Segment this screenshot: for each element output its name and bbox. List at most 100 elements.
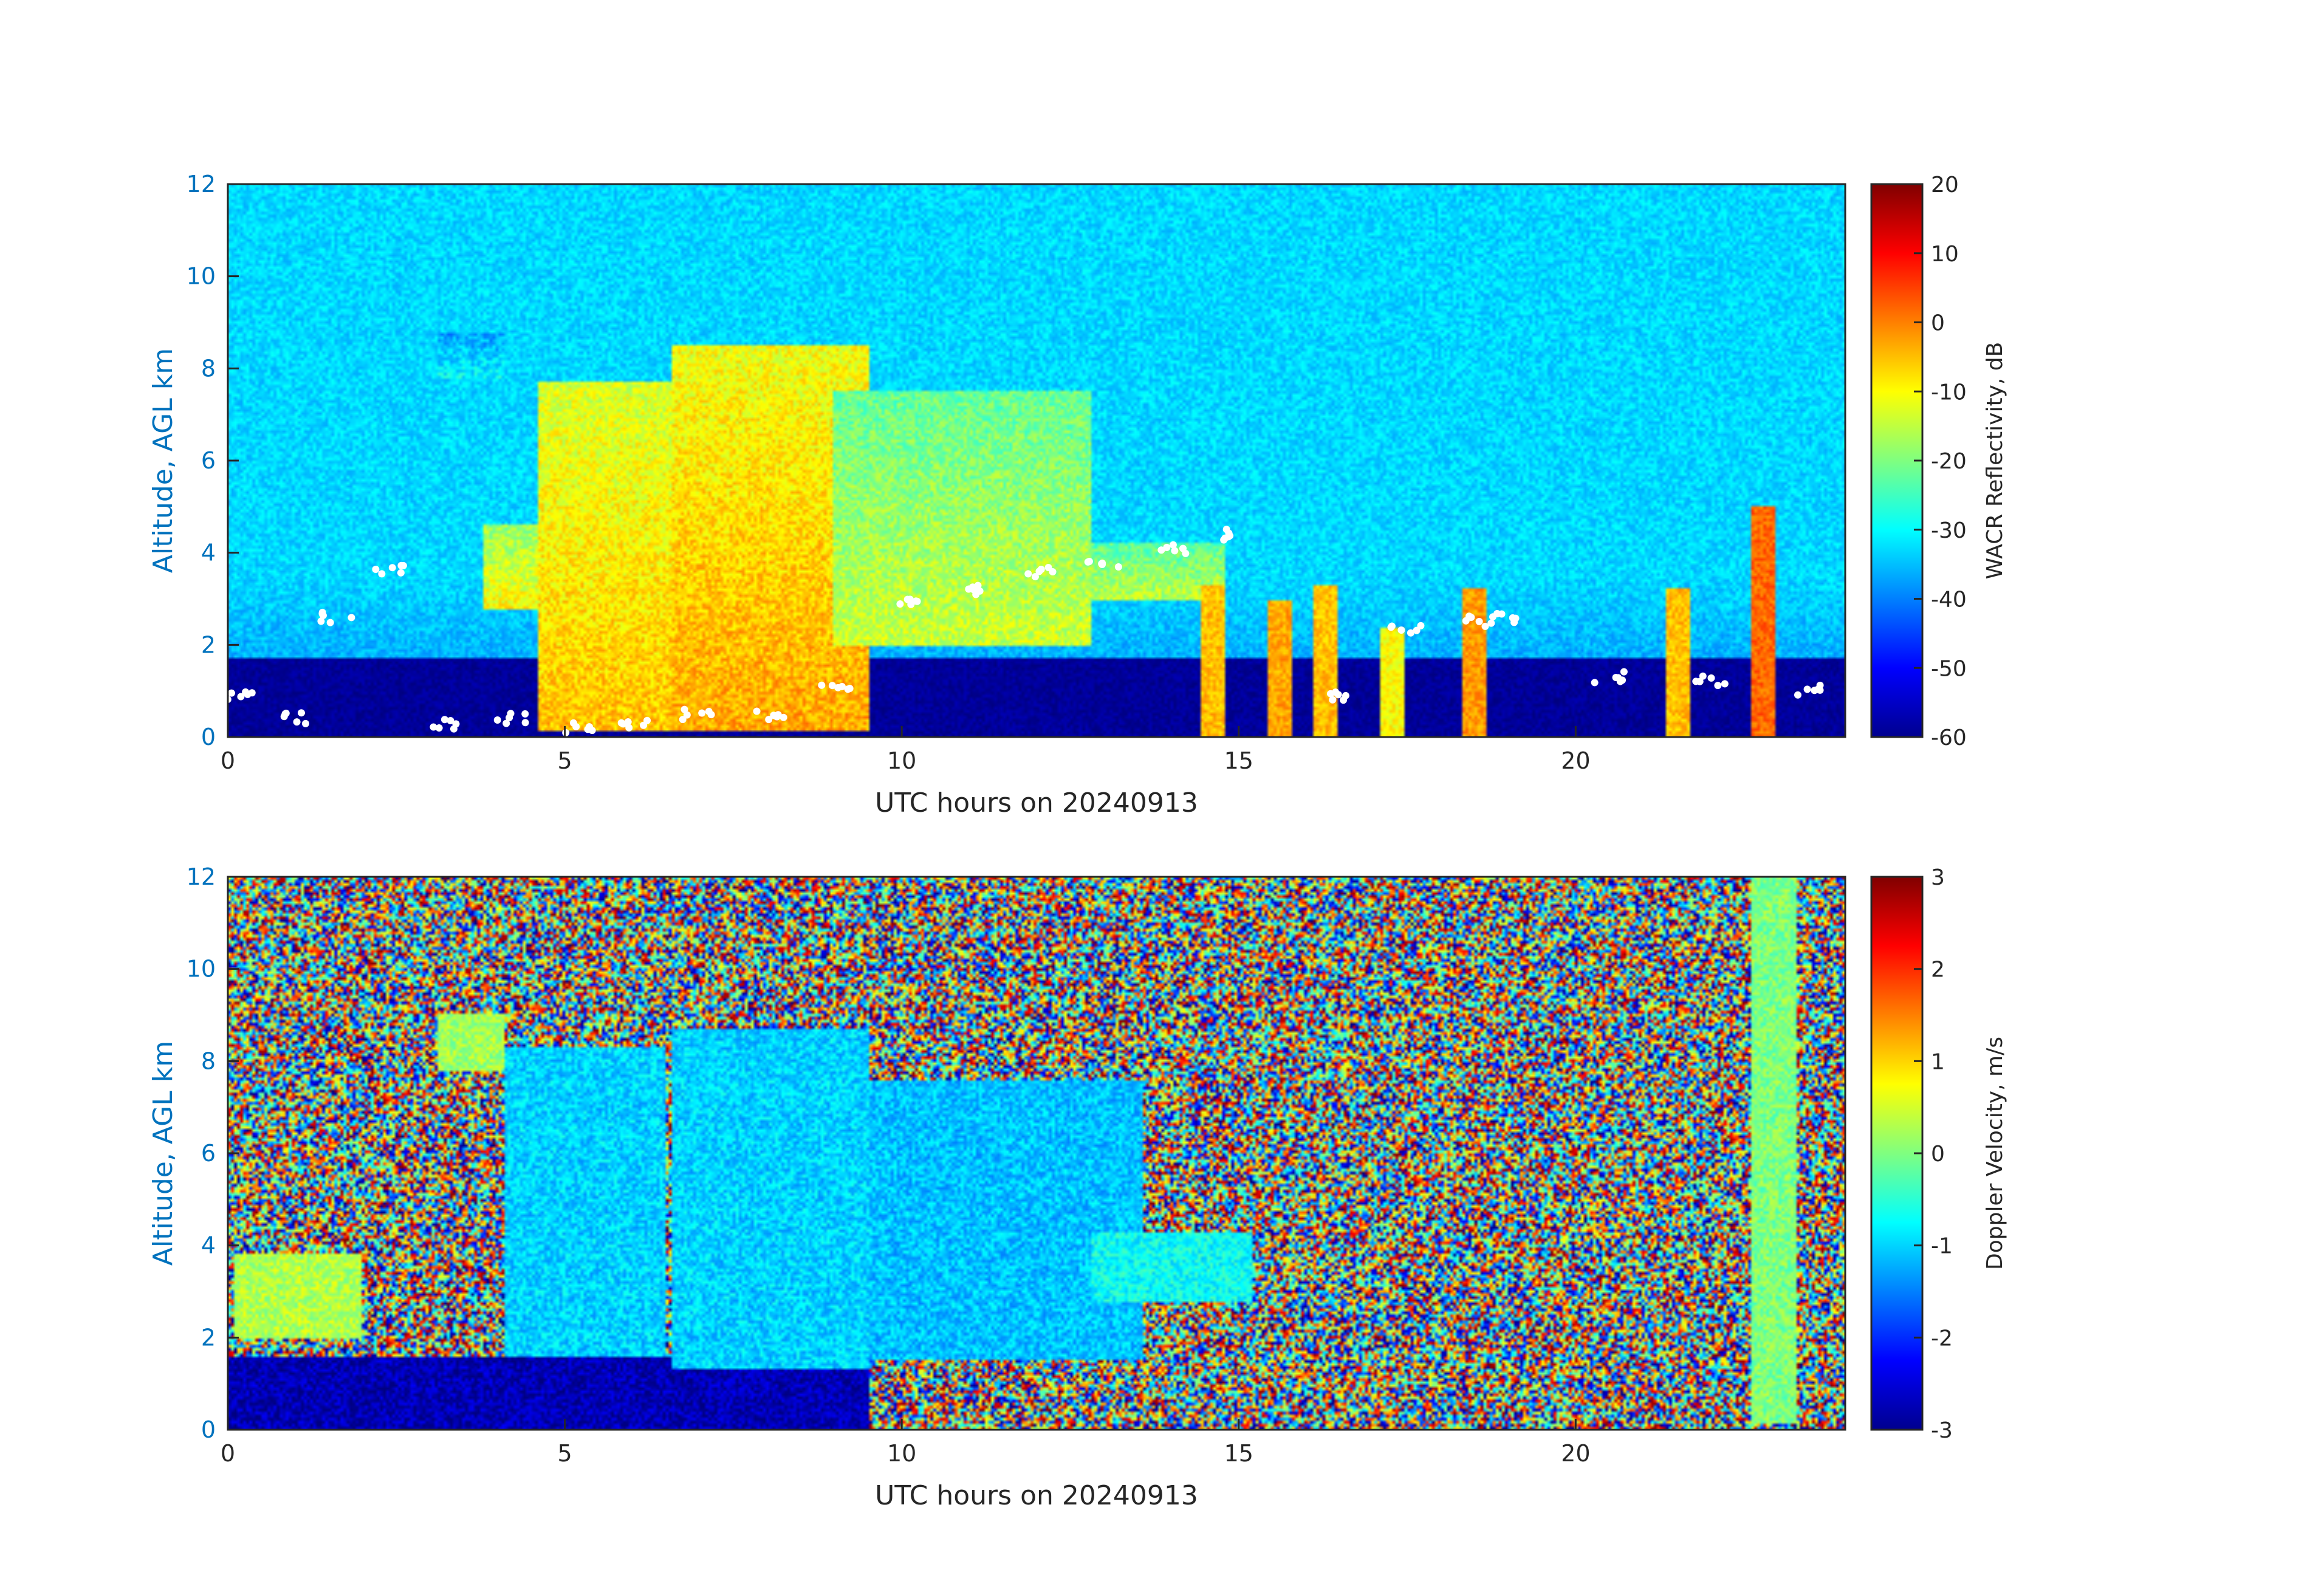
x-tick-label: 0 bbox=[221, 747, 235, 774]
cloud-base-point bbox=[388, 564, 396, 572]
x-tick-label: 5 bbox=[557, 1440, 572, 1467]
cloud-base-point bbox=[913, 597, 921, 605]
reflectivity-panel: 0 5 10 15 20 0 2 4 6 8 10 12 UTC hours on 20240913… bbox=[148, 171, 2007, 818]
cloud-base-point bbox=[906, 595, 914, 603]
cloud-base-point bbox=[965, 585, 973, 593]
cloud-base-point bbox=[679, 716, 687, 724]
colorbar-tick-label: -30 bbox=[1931, 518, 1967, 543]
cloud-base-point bbox=[1387, 623, 1395, 631]
cloud-base-point bbox=[1620, 668, 1628, 676]
x-tick-label: 10 bbox=[887, 1440, 916, 1467]
y-axis-label: Altitude, AGL km bbox=[148, 1041, 179, 1266]
colorbar-tick-label: -3 bbox=[1931, 1418, 1953, 1443]
cloud-base-point bbox=[1614, 674, 1622, 682]
x-axis-label: UTC hours on 20240913 bbox=[875, 787, 1198, 818]
cloud-base-point bbox=[1811, 687, 1818, 695]
cloud-base-point bbox=[227, 689, 235, 697]
cloud-base-point bbox=[1035, 568, 1043, 575]
x-axis-label: UTC hours on 20240913 bbox=[875, 1480, 1198, 1511]
cloud-base-point bbox=[493, 716, 501, 724]
cloud-base-point bbox=[1407, 629, 1414, 637]
cloud-base-point bbox=[1509, 614, 1517, 622]
cloud-base-point bbox=[435, 724, 443, 732]
cloud-base-point bbox=[430, 723, 437, 731]
cloud-base-point bbox=[1699, 672, 1707, 680]
cloud-base-point bbox=[1049, 568, 1057, 576]
colorbar-tick-label: -40 bbox=[1931, 588, 1967, 612]
cloud-base-point bbox=[683, 711, 691, 719]
cloud-base-point bbox=[1098, 560, 1106, 568]
colorbar-tick-label: -20 bbox=[1931, 449, 1967, 474]
cloud-base-point bbox=[1084, 558, 1092, 566]
cloud-base-point bbox=[348, 614, 355, 622]
cloud-base-point bbox=[828, 682, 836, 690]
y-tick-label: 10 bbox=[187, 263, 216, 290]
colorbar-tick-label: 0 bbox=[1931, 311, 1945, 336]
cloud-base-point bbox=[1696, 677, 1704, 685]
cloud-base-markers bbox=[224, 526, 1824, 736]
cloud-base-point bbox=[586, 723, 594, 731]
y-ticks: 0 2 4 6 8 10 12 bbox=[187, 171, 239, 750]
cloud-base-point bbox=[1182, 549, 1190, 557]
colorbar-ticks: -60 -50 -40 -30 -20 -10 0 10 20 bbox=[1914, 173, 1967, 750]
colorbar-tick-label: -1 bbox=[1931, 1234, 1953, 1259]
y-axis-label: Altitude, AGL km bbox=[148, 348, 179, 573]
cloud-base-point bbox=[1329, 696, 1337, 704]
cloud-base-point bbox=[397, 561, 405, 569]
cloud-base-point bbox=[282, 709, 290, 717]
cloud-base-point bbox=[1342, 691, 1349, 699]
cloud-base-point bbox=[507, 710, 515, 718]
x-tick-label: 5 bbox=[557, 747, 572, 774]
cloud-base-point bbox=[317, 617, 325, 625]
colorbar-tick-label: 2 bbox=[1931, 958, 1945, 983]
x-ticks: 0 5 10 15 20 bbox=[221, 1419, 1591, 1467]
cloud-base-point bbox=[896, 600, 904, 608]
x-tick-label: 15 bbox=[1224, 747, 1253, 774]
colorbar-tick-label: 0 bbox=[1931, 1142, 1945, 1167]
colorbar-tick-label: 10 bbox=[1931, 242, 1959, 267]
y-tick-label: 12 bbox=[187, 171, 216, 197]
cloud-base-point bbox=[972, 591, 980, 599]
cloud-base-point bbox=[326, 619, 334, 626]
y-tick-label: 10 bbox=[187, 956, 216, 983]
y-ticks: 0 2 4 6 8 10 12 bbox=[187, 863, 239, 1443]
y-tick-label: 6 bbox=[201, 447, 216, 474]
cloud-base-point bbox=[1024, 570, 1032, 578]
cloud-base-point bbox=[297, 709, 305, 717]
cloud-base-point bbox=[293, 718, 301, 726]
cloud-base-point bbox=[1498, 610, 1506, 618]
cloud-base-point bbox=[838, 682, 846, 690]
cloud-base-point bbox=[1707, 674, 1715, 682]
y-tick-label: 0 bbox=[201, 1416, 216, 1443]
cloud-base-point bbox=[1591, 679, 1599, 687]
cloud-base-point bbox=[237, 693, 245, 701]
colorbar-tick-label: -50 bbox=[1931, 656, 1967, 681]
colorbar-label: Doppler Velocity, m/s bbox=[1983, 1037, 2007, 1270]
cloud-base-point bbox=[447, 716, 454, 724]
cloud-base-point bbox=[1465, 612, 1473, 620]
cloud-base-point bbox=[707, 711, 715, 719]
cloud-base-point bbox=[1721, 680, 1729, 688]
cloud-base-point bbox=[521, 710, 529, 718]
cloud-base-point bbox=[242, 688, 250, 696]
cloud-base-point bbox=[1397, 626, 1405, 634]
colorbar-tick-label: 3 bbox=[1931, 865, 1945, 890]
cloud-base-point bbox=[502, 719, 510, 727]
colorbar-label: WACR Reflectivity, dB bbox=[1983, 342, 2007, 580]
cloud-base-point bbox=[818, 681, 826, 689]
cloud-base-point bbox=[1413, 626, 1421, 634]
cloud-base-point bbox=[1481, 622, 1489, 630]
x-tick-label: 10 bbox=[887, 747, 916, 774]
doppler-velocity-heatmap bbox=[228, 877, 1845, 1430]
cloud-base-point bbox=[643, 716, 651, 724]
cloud-base-point bbox=[450, 725, 458, 733]
cloud-base-point bbox=[1163, 544, 1171, 552]
y-tick-label: 12 bbox=[187, 863, 216, 890]
reflectivity-heatmap bbox=[228, 184, 1845, 737]
cloud-base-point bbox=[562, 729, 570, 736]
cloud-base-point bbox=[1171, 547, 1179, 555]
colorbar-tick-label: 1 bbox=[1931, 1049, 1945, 1074]
cloud-base-point bbox=[1816, 686, 1824, 694]
colorbar-ticks: -3 -2 -1 0 1 2 3 bbox=[1914, 865, 1953, 1443]
